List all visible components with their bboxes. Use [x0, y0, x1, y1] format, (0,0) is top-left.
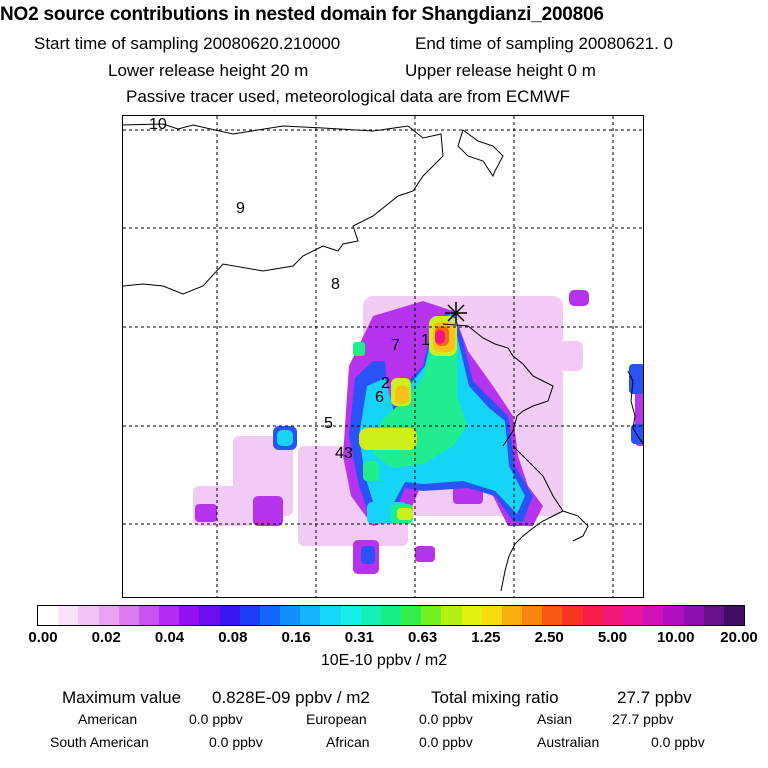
- region-value-european: 0.0 ppbv: [419, 711, 473, 727]
- region-label-6: 6: [375, 389, 384, 406]
- colorbar-swatch: [179, 606, 200, 625]
- colorbar-tick-label: 10.00: [656, 629, 695, 646]
- region-label-1: 1: [421, 332, 430, 349]
- colorbar-swatch: [320, 606, 341, 625]
- colorbar-swatch: [280, 606, 301, 625]
- colorbar-swatch: [239, 606, 260, 625]
- colorbar-swatch: [118, 606, 139, 625]
- colorbar-swatch: [441, 606, 462, 625]
- colorbar-swatch: [723, 606, 745, 625]
- colorbar-swatch: [663, 606, 684, 625]
- colorbar-swatch: [643, 606, 664, 625]
- colorbar-swatch: [602, 606, 623, 625]
- colorbar-swatch: [542, 606, 563, 625]
- colorbar-swatch: [380, 606, 402, 625]
- region-label-8: 8: [331, 276, 340, 293]
- map-panel: 10 9 8 7 1 2 6 5 43: [122, 115, 644, 598]
- region-value-south-american: 0.0 ppbv: [209, 734, 263, 750]
- end-time: End time of sampling 20080621. 0: [415, 34, 674, 53]
- lower-release-height: Lower release height 20 m: [108, 61, 309, 80]
- colorbar-swatch: [622, 606, 644, 625]
- colorbar-swatch: [58, 606, 79, 625]
- region-name-american: American: [78, 711, 138, 727]
- colorbar-swatch: [219, 606, 240, 625]
- max-value: 0.828E-09 ppbv / m2: [212, 688, 370, 707]
- upper-release-height: Upper release height 0 m: [405, 61, 596, 80]
- colorbar-tick-label: 0.02: [91, 629, 121, 646]
- colorbar-swatch: [501, 606, 523, 625]
- map-canvas: [123, 116, 643, 597]
- region-value-african: 0.0 ppbv: [419, 734, 473, 750]
- colorbar-swatch: [360, 606, 381, 625]
- colorbar-swatch: [78, 606, 99, 625]
- region-label-9: 9: [236, 200, 245, 217]
- region-value-australian: 0.0 ppbv: [651, 734, 705, 750]
- asterisk-icon: [445, 302, 467, 324]
- colorbar-swatch: [159, 606, 180, 625]
- colorbar-swatch: [481, 606, 502, 625]
- lat-lon-grid: [123, 116, 643, 597]
- region-label-2: 2: [381, 375, 390, 392]
- tracer-note: Passive tracer used, meteorological data…: [126, 87, 571, 106]
- map-title: NO2 source contributions in nested domai…: [0, 4, 604, 25]
- colorbar-tick-label: 0.08: [218, 629, 248, 646]
- region-name-south-american: South American: [50, 734, 149, 750]
- region-label-43: 43: [335, 445, 353, 462]
- region-label-7: 7: [391, 337, 400, 354]
- colorbar-swatch: [199, 606, 220, 625]
- colorbar-swatch: [421, 606, 442, 625]
- region-name-african: African: [326, 734, 370, 750]
- colorbar-swatch: [461, 606, 482, 625]
- colorbar-swatch: [138, 606, 160, 625]
- colorbar-tick-label: 20.00: [720, 629, 758, 646]
- region-value-asian: 27.7 ppbv: [612, 711, 674, 727]
- concentration-field: [193, 290, 643, 574]
- colorbar-swatch: [259, 606, 281, 625]
- colorbar-swatch: [562, 606, 583, 625]
- region-name-european: European: [306, 711, 367, 727]
- region-name-asian: Asian: [537, 711, 573, 727]
- colorbar-tick-label: 0.31: [344, 629, 374, 646]
- start-time: Start time of sampling 20080620.210000: [34, 34, 341, 53]
- total-mixing-value: 27.7 ppbv: [617, 688, 692, 707]
- region-value-american: 0.0 ppbv: [189, 711, 243, 727]
- colorbar-tick-label: 1.25: [471, 629, 501, 646]
- colorbar-units: 10E-10 ppbv / m2: [320, 652, 448, 669]
- total-mixing-label: Total mixing ratio: [431, 688, 559, 707]
- colorbar-swatch: [340, 606, 361, 625]
- region-label-10: 10: [149, 116, 167, 133]
- colorbar-swatch: [703, 606, 724, 625]
- colorbar-swatch: [38, 606, 59, 625]
- colorbar-swatch: [582, 606, 603, 625]
- colorbar-swatch: [300, 606, 321, 625]
- region-label-5: 5: [324, 415, 333, 432]
- colorbar-swatch: [522, 606, 543, 625]
- colorbar: [37, 605, 745, 626]
- max-value-label: Maximum value: [62, 688, 182, 707]
- colorbar-swatch: [401, 606, 422, 625]
- colorbar-tick-label: 0.04: [154, 629, 185, 646]
- colorbar-tick-label: 0.16: [281, 629, 311, 646]
- colorbar-tick-label: 0.63: [408, 629, 438, 646]
- region-name-australian: Australian: [537, 734, 600, 750]
- colorbar-tick-label: 5.00: [597, 629, 628, 646]
- colorbar-swatch: [683, 606, 704, 625]
- colorbar-swatch: [98, 606, 119, 625]
- coastline: [123, 123, 643, 592]
- colorbar-tick-label: 0.00: [28, 629, 58, 646]
- colorbar-tick-label: 2.50: [534, 629, 564, 646]
